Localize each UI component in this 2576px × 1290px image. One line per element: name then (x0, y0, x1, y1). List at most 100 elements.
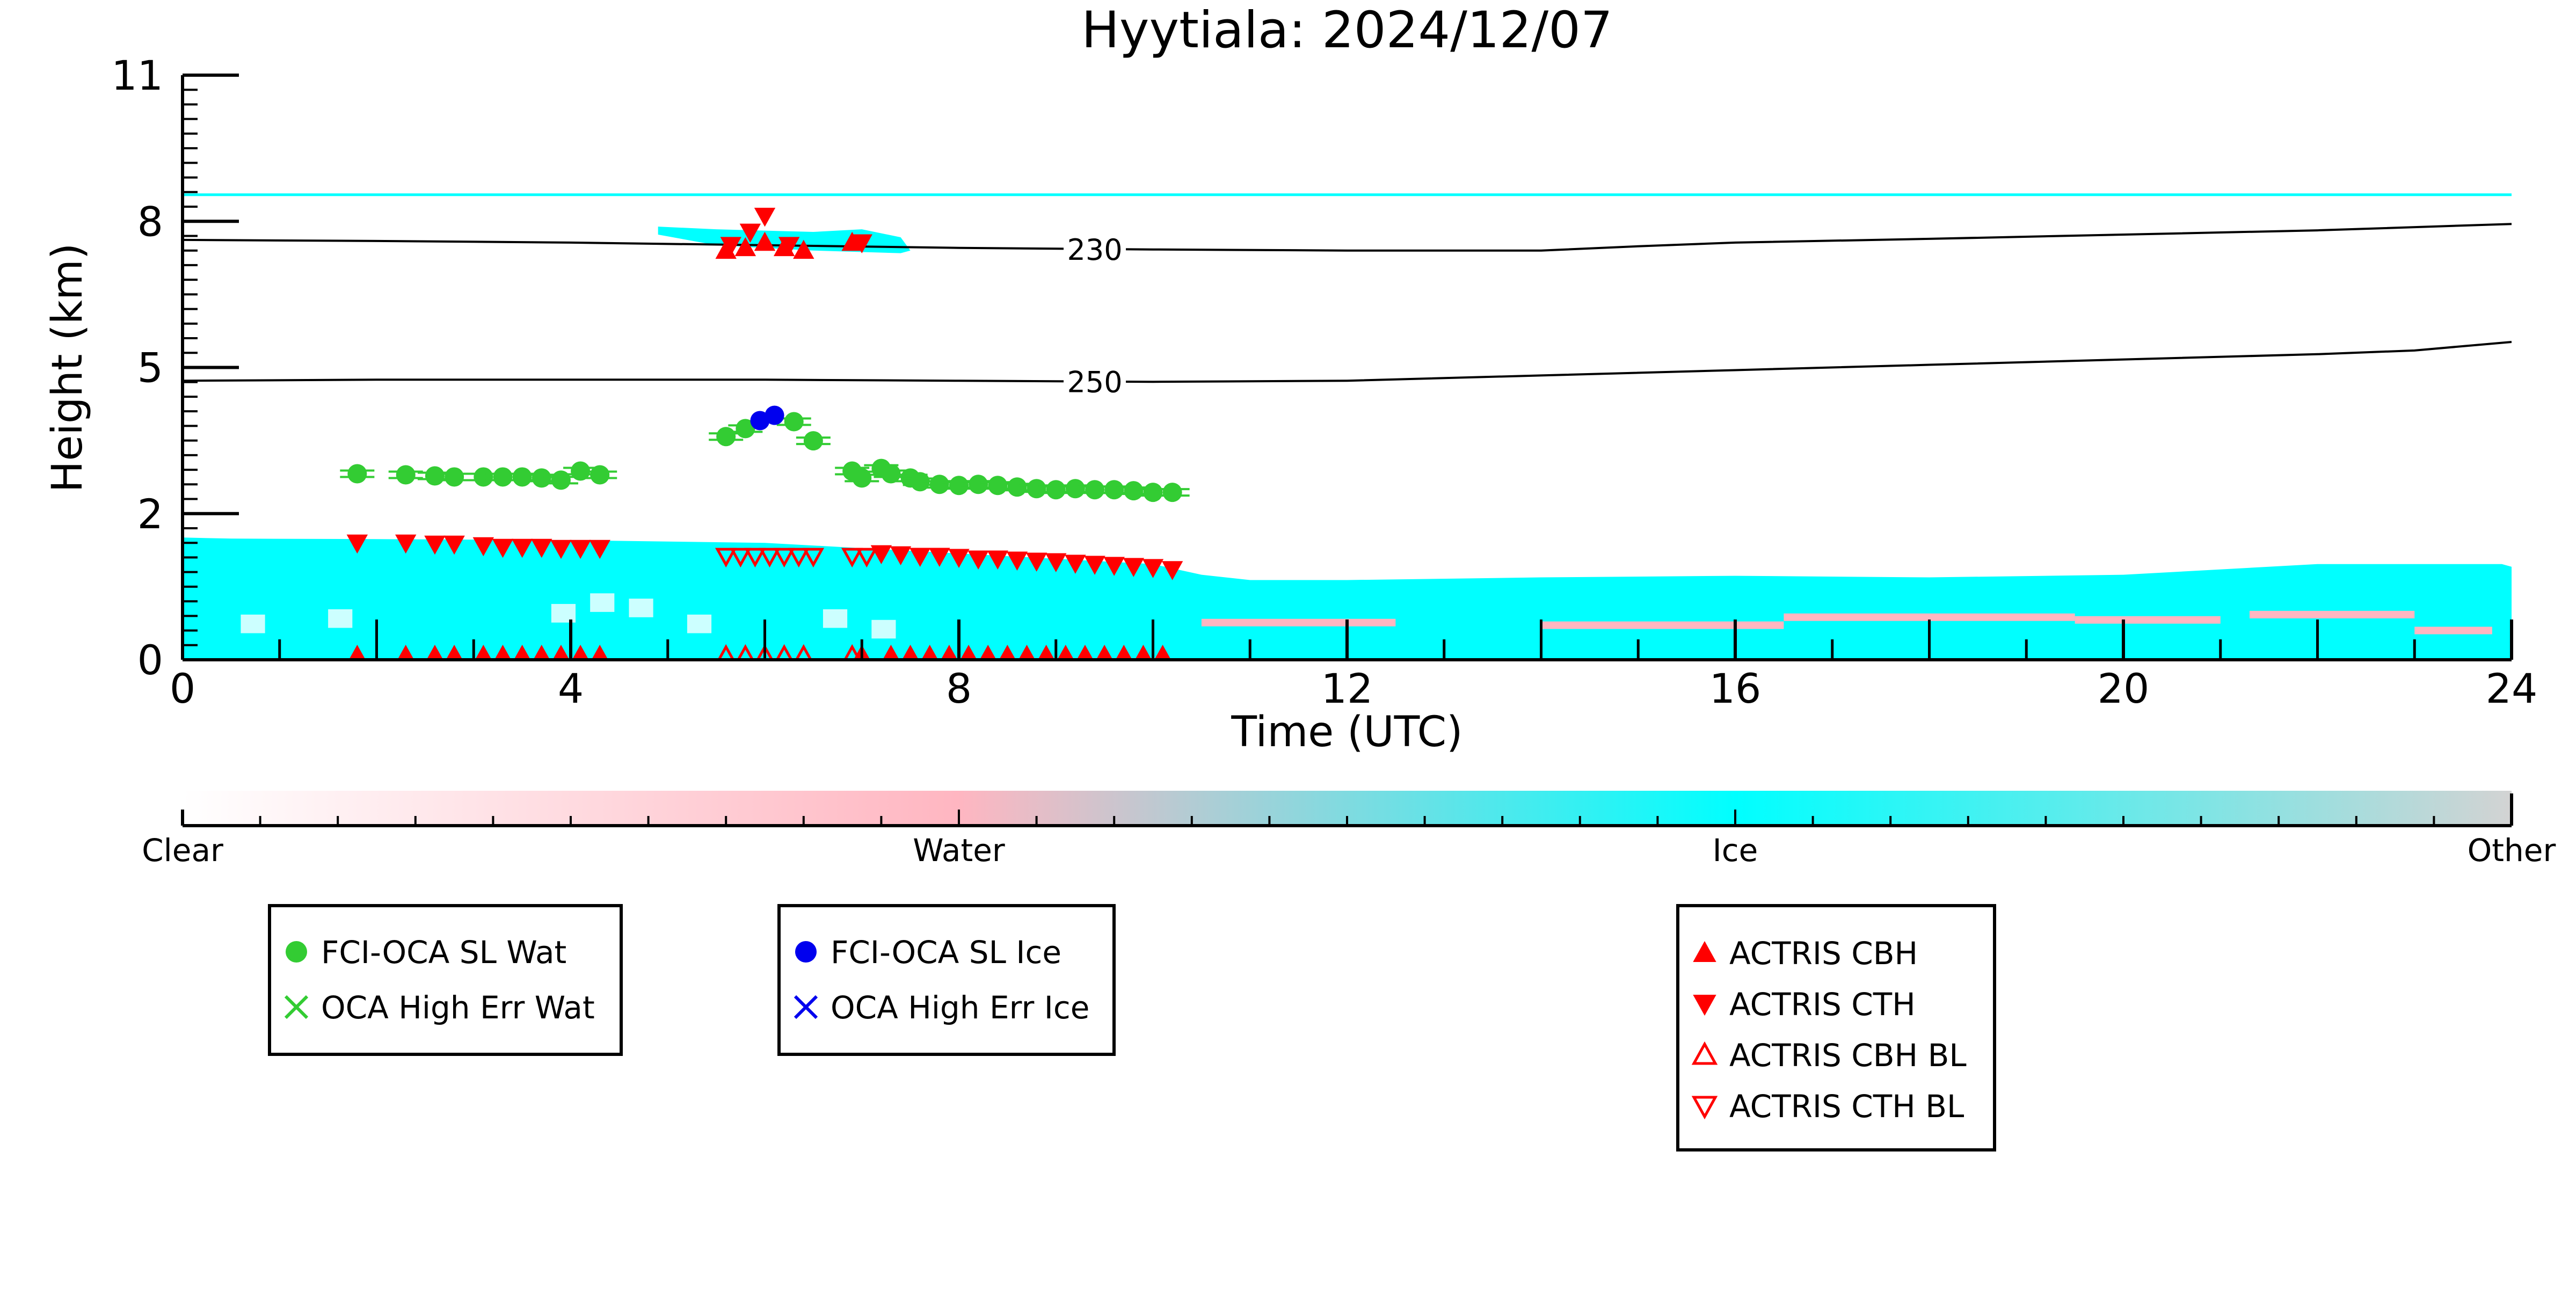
legend-label: ACTRIS CBH (1729, 935, 1918, 972)
clear-gap-4 (629, 599, 653, 617)
point (1154, 645, 1171, 660)
point (532, 468, 551, 488)
point (1115, 645, 1132, 660)
point (492, 538, 514, 558)
point (1057, 645, 1074, 660)
clear-gap-6 (823, 609, 848, 628)
y-tick-label: 11 (111, 52, 163, 99)
point (1142, 559, 1164, 578)
point (736, 419, 755, 439)
point (474, 467, 493, 487)
point (493, 467, 513, 487)
point (424, 535, 446, 555)
legend-label: ACTRIS CTH (1729, 986, 1916, 1023)
clear-gap-0 (241, 614, 265, 633)
point (734, 237, 756, 257)
point (784, 412, 804, 432)
point (999, 645, 1016, 660)
point (472, 537, 494, 557)
point (347, 464, 367, 484)
contour-label-bg-0 (1064, 234, 1126, 264)
legend-label: FCI-OCA SL Ice (831, 934, 1061, 971)
point (795, 644, 812, 660)
point (949, 476, 969, 495)
plot-area: 230 250 (183, 193, 2512, 660)
legend-label: ACTRIS CBH BL (1729, 1037, 1967, 1074)
legend-marker (1691, 1096, 1718, 1120)
point (1076, 645, 1094, 660)
point (1007, 477, 1027, 497)
point (1134, 645, 1152, 660)
y-tick-label: 2 (137, 490, 163, 538)
point (969, 475, 988, 494)
point (765, 405, 784, 425)
point (570, 540, 591, 559)
point (988, 476, 1008, 495)
series-7 (715, 548, 878, 568)
point (929, 548, 950, 567)
legend-marker (286, 941, 307, 963)
x-tick-label: 12 (1321, 665, 1373, 712)
point (717, 644, 735, 660)
point (395, 534, 417, 554)
legend-marker (284, 995, 309, 1019)
point (396, 465, 416, 485)
legend: FCI-OCA SL Wat OCA High Err Wat FCI-OCA SL… (268, 904, 1996, 1151)
point (803, 431, 823, 451)
legend-marker (1693, 941, 1716, 962)
legend-label: FCI-OCA SL Wat (321, 934, 566, 971)
point (1025, 552, 1047, 572)
point (446, 645, 463, 660)
point (909, 548, 931, 567)
contour-line-250 (183, 340, 2512, 383)
plot-clip-group: 230 250 (183, 193, 2512, 660)
point (443, 535, 465, 555)
x-tick-label: 24 (2486, 665, 2538, 712)
point (737, 644, 754, 660)
point (987, 550, 1008, 570)
point (967, 550, 989, 570)
contour-label-230: 230 (1067, 233, 1123, 267)
series-0 (340, 412, 1190, 502)
clear-gap-7 (871, 620, 896, 639)
legend-box-2 (1676, 904, 1996, 1151)
point (552, 645, 570, 660)
point (870, 545, 892, 565)
point (778, 237, 800, 256)
x-tick-label: 0 (170, 665, 195, 712)
legend-box-0 (268, 904, 623, 1056)
point (1084, 556, 1105, 575)
point (882, 645, 900, 660)
point (720, 237, 741, 256)
point (1104, 480, 1124, 500)
point (843, 644, 861, 660)
clear-gap-2 (551, 604, 576, 623)
point (929, 475, 949, 494)
point (1065, 555, 1086, 574)
point (941, 645, 958, 660)
point (948, 549, 970, 568)
legend-label: OCA High Err Wat (321, 989, 595, 1026)
point (1046, 480, 1066, 500)
point (852, 468, 872, 488)
point (1006, 551, 1028, 571)
point (1027, 479, 1046, 499)
clear-gap-5 (687, 614, 712, 633)
colorbar-label: Ice (1713, 832, 1758, 869)
x-tick-label: 16 (1709, 665, 1762, 712)
point (348, 645, 366, 660)
contour-label-250: 250 (1067, 366, 1123, 399)
y-axis-label: Height (km) (43, 243, 92, 493)
point (881, 464, 901, 484)
colorbar-label: Water (913, 832, 1005, 869)
point (589, 540, 610, 559)
point (1162, 483, 1182, 502)
point (571, 461, 591, 481)
y-tick-label: 5 (137, 344, 163, 392)
point (475, 645, 492, 660)
contour-line-230 (183, 223, 2512, 252)
series-6 (717, 644, 861, 660)
point (750, 411, 770, 431)
point (754, 231, 776, 251)
